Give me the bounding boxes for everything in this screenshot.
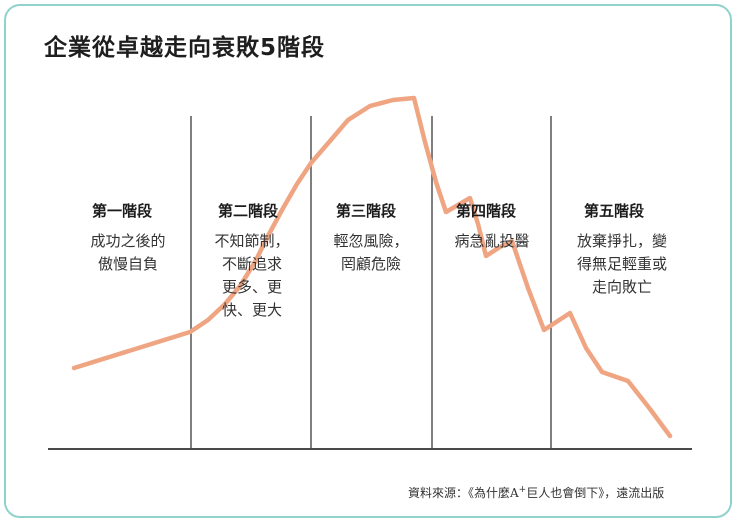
card-border [4,4,732,518]
source-citation: 資料來源：《為什麼A+巨人也會倒下》，遠流出版 [408,484,664,501]
stage-3-title: 第三階段 [336,202,397,220]
stage-1-desc-line: 成功之後的 [90,232,166,250]
page-title: 企業從卓越走向衰敗5階段 [44,35,326,61]
stage-4-title: 第四階段 [456,202,517,220]
stage-2-title: 第二階段 [218,202,279,220]
stage-5-desc: 放棄掙扎，變 得無足輕重或 走向敗亡 [558,230,686,299]
stage-3-desc-line: 罔顧危險 [340,255,401,273]
stage-1-desc-line: 傲慢自負 [97,255,158,273]
stage-1-title: 第一階段 [92,202,153,220]
source-text-before: 資料來源：《為什麼A [408,486,519,500]
stage-5-title: 第五階段 [584,202,645,220]
source-text-sup: + [518,485,527,495]
stage-5-desc-line: 得無足輕重或 [576,255,667,273]
stage-5-desc-line: 放棄掙扎，變 [576,232,667,250]
stage-2-desc-line: 不斷追求 [221,255,282,273]
source-text-after: 巨人也會倒下》，遠流出版 [526,486,665,500]
stage-2-desc-line: 不知節制， [214,232,290,250]
stage-2-desc-line: 更多、更 [221,278,282,296]
stage-5-desc-line: 走向敗亡 [591,278,652,296]
stage-2-desc-line: 快、更大 [221,301,282,319]
stage-1-desc: 成功之後的 傲慢自負 [72,230,184,276]
stage-2-desc: 不知節制， 不斷追求 更多、更 快、更大 [200,230,304,322]
stage-3-desc: 輕忽風險， 罔顧危險 [318,230,424,276]
stage-3-desc-line: 輕忽風險， [333,232,409,250]
stage-4-desc: 病急亂投醫 [438,230,546,253]
trend-curve [71,95,673,439]
stage-4-desc-line: 病急亂投醫 [454,232,530,250]
